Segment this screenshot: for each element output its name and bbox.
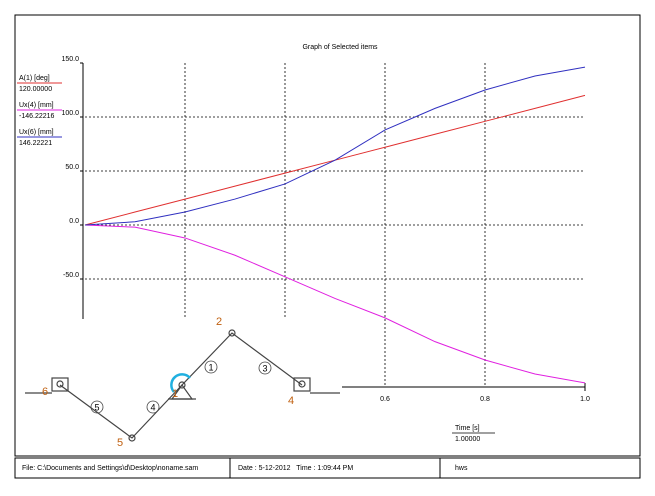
link-label: 4 xyxy=(150,402,155,412)
slider-4 xyxy=(293,377,311,392)
legend-value: -146.22216 xyxy=(19,113,55,120)
y-tick-label: 150.0 xyxy=(61,56,79,63)
y-tick-label: 50.0 xyxy=(65,164,79,171)
x-axis-label: Time [s] xyxy=(455,425,480,432)
joint-label: 6 xyxy=(42,386,48,398)
mechanism-diagram: 1 2 4 5 6 1 3 4 5 xyxy=(16,316,342,455)
series-line xyxy=(84,66,586,226)
joint xyxy=(178,381,186,389)
status-date: Date : 5-12-2012 Time : 1:09:44 PM xyxy=(238,465,353,472)
link-label: 3 xyxy=(262,363,267,373)
slider-6 xyxy=(51,377,69,392)
link-label: 1 xyxy=(208,362,213,372)
y-tick-label: -50.0 xyxy=(63,272,79,279)
legend-name: Ux(4) [mm] xyxy=(19,102,54,109)
x-tick-label: 0.6 xyxy=(380,396,390,403)
joint xyxy=(228,329,236,337)
joint-label: 4 xyxy=(288,395,294,407)
x-tick-label: 1.0 xyxy=(580,396,590,403)
legend-name: A(1) [deg] xyxy=(19,75,50,82)
legend-value: 120.00000 xyxy=(19,86,52,93)
frame xyxy=(14,14,641,457)
joint-label: 5 xyxy=(117,437,123,449)
y-tick-label: 100.0 xyxy=(61,110,79,117)
x-tick-label: 0.8 xyxy=(480,396,490,403)
joint xyxy=(298,380,306,388)
drive-arrow xyxy=(170,373,191,393)
joint-label: 2 xyxy=(216,316,222,328)
link-label: 5 xyxy=(94,402,99,412)
series-line xyxy=(84,224,586,384)
chart-title: Graph of Selected items xyxy=(302,44,378,51)
joint-label: 1 xyxy=(172,388,178,400)
legend: A(1) [deg] 120.00000 Ux(4) [mm] -146.22216 U… xyxy=(17,75,62,147)
joint xyxy=(128,434,136,442)
joint xyxy=(56,380,64,388)
legend-name: Ux(6) [mm] xyxy=(19,129,54,136)
status-file: File: C:\Documents and Settings\d\Deskto… xyxy=(22,465,198,472)
diagram-background xyxy=(16,319,342,455)
status-user: hws xyxy=(455,465,468,472)
x-cursor-value: 1.00000 xyxy=(455,436,480,443)
legend-value: 146.22221 xyxy=(19,140,52,147)
status-bar xyxy=(14,457,641,479)
y-tick-label: 0.0 xyxy=(69,218,79,225)
